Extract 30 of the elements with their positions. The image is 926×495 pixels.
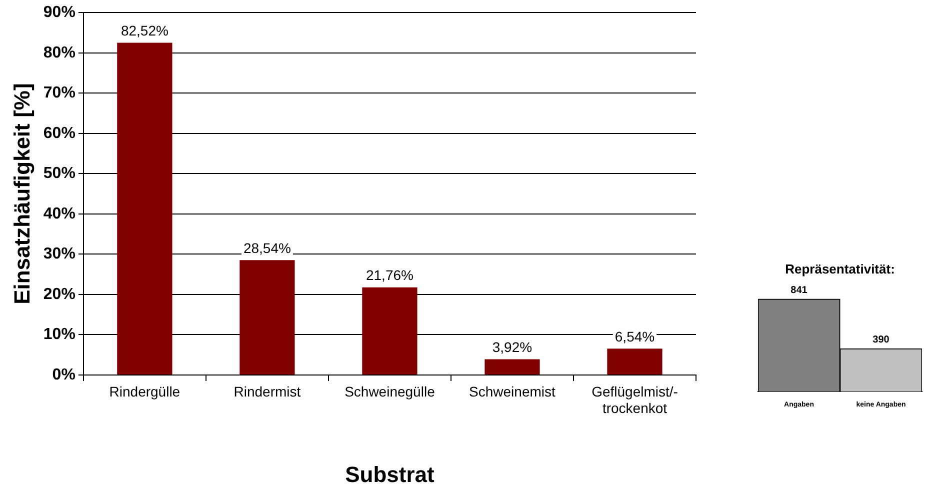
x-tick-label: Rindermist xyxy=(234,383,301,400)
x-tick-label: Schweinemist xyxy=(469,383,556,400)
bar xyxy=(117,42,172,374)
data-label: 21,76% xyxy=(366,267,414,284)
y-tick-label: 60% xyxy=(43,124,76,142)
y-tick-label: 10% xyxy=(43,326,76,344)
data-label: 28,54% xyxy=(243,240,291,256)
bar xyxy=(484,359,540,374)
x-tick-label: Geflügelmist/- trockenkot xyxy=(592,383,678,416)
data-label: 82,52% xyxy=(120,22,168,39)
y-tick-label: 40% xyxy=(43,205,76,222)
bar xyxy=(607,348,662,374)
data-label: 3,92% xyxy=(492,339,532,356)
y-tick-label: 50% xyxy=(43,165,76,182)
chart-title: Repräsentativität: xyxy=(785,261,895,276)
bar xyxy=(240,260,295,374)
x-axis-title: Substrat xyxy=(345,462,435,487)
data-label: 6,54% xyxy=(614,328,655,345)
y-tick-label: 30% xyxy=(43,246,76,263)
x-tick-label: Schweinegülle xyxy=(344,383,436,400)
data-label: 390 xyxy=(872,334,890,346)
y-axis-title: Einsatzhäufigkeit [%] xyxy=(9,83,34,304)
x-tick-label: Rindergülle xyxy=(109,383,180,400)
y-tick-label: 0% xyxy=(52,366,76,384)
y-tick-label: 80% xyxy=(43,44,76,62)
y-tick-label: 20% xyxy=(43,286,76,303)
data-label: 841 xyxy=(790,284,808,296)
y-tick-label: 90% xyxy=(43,4,76,22)
y-tick-label: 70% xyxy=(43,84,76,102)
bar xyxy=(362,287,418,374)
